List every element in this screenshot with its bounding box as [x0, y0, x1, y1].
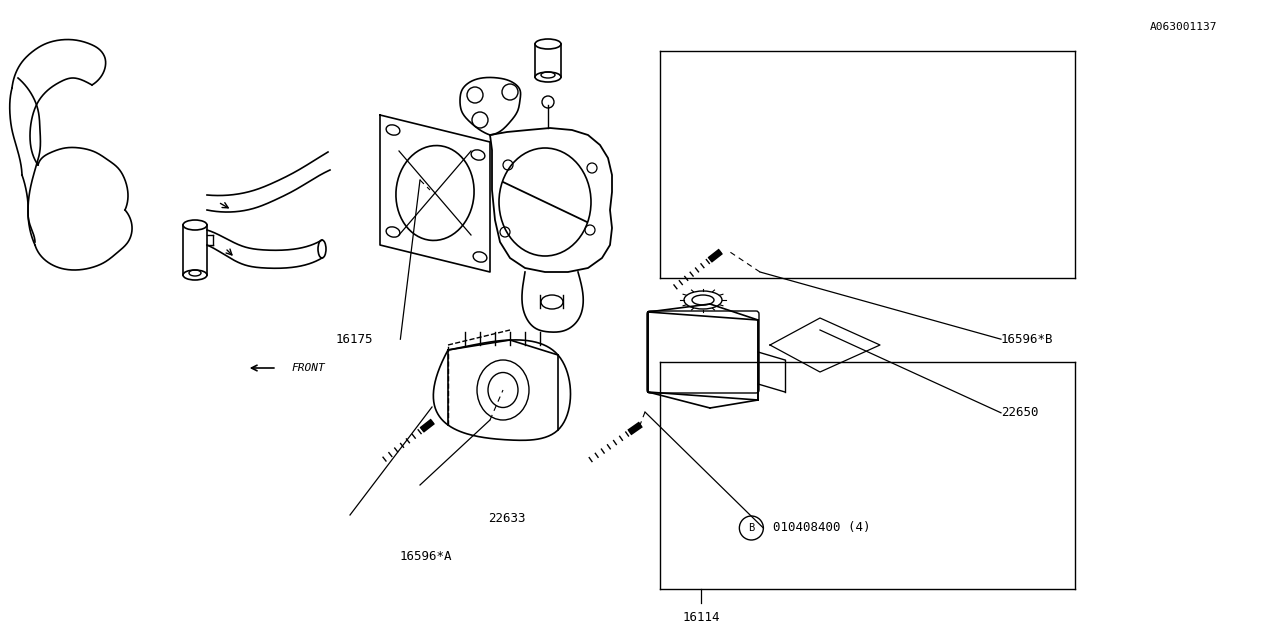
- Text: 22650: 22650: [1001, 406, 1038, 419]
- Text: 16596*B: 16596*B: [1001, 333, 1053, 346]
- Text: A063001137: A063001137: [1149, 22, 1217, 32]
- Text: FRONT: FRONT: [292, 363, 325, 373]
- Text: 010408400 (4): 010408400 (4): [773, 522, 870, 534]
- Text: 16175: 16175: [335, 333, 372, 346]
- Text: 16596*A: 16596*A: [399, 550, 452, 563]
- Text: 22633: 22633: [488, 512, 525, 525]
- Text: 16114: 16114: [682, 611, 721, 624]
- Text: B: B: [749, 523, 754, 533]
